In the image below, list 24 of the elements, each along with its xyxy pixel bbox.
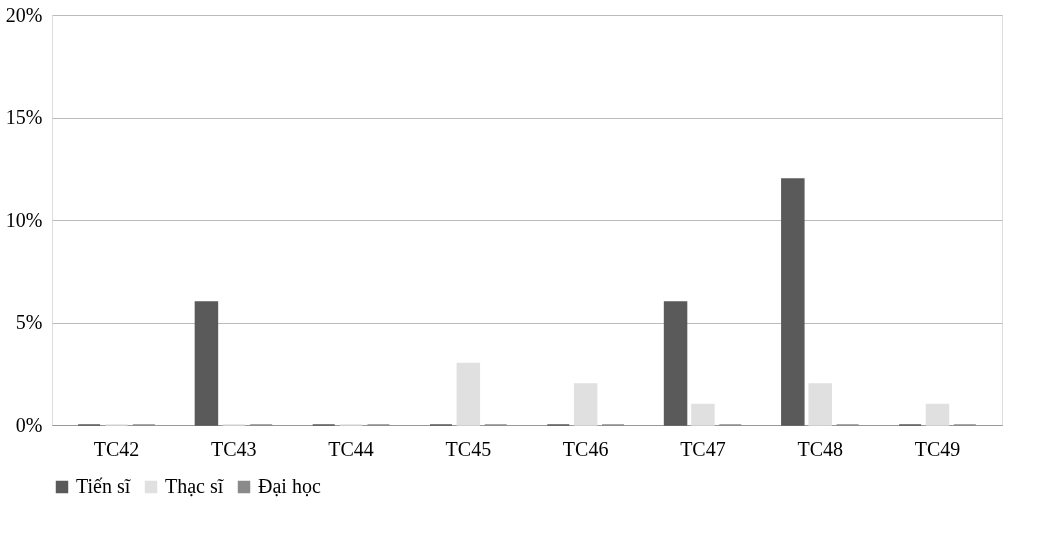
y-tick-label: 5% [15, 311, 43, 333]
x-tick-label: TC49 [914, 437, 961, 460]
x-tick-label: TC47 [680, 437, 726, 460]
x-tick-label: TC43 [211, 437, 257, 460]
x-tick-label: TC48 [797, 437, 843, 460]
bar [808, 383, 832, 426]
bar [925, 403, 950, 426]
bar [691, 403, 715, 426]
legend-label: Tiến sĩ [76, 475, 131, 497]
bar [573, 383, 598, 426]
y-tick-label: 20% [5, 3, 43, 26]
x-tick-label: TC42 [93, 437, 140, 460]
bar [663, 301, 688, 426]
y-tick-label: 0% [15, 413, 43, 436]
x-tick-label: TC45 [445, 437, 492, 460]
x-tick-label: TC44 [328, 437, 374, 460]
bar [194, 301, 219, 426]
legend-label: Thạc sĩ [165, 475, 224, 497]
y-tick-label: 10% [5, 208, 43, 231]
bar [456, 362, 481, 426]
legend-label: Đại học [258, 475, 321, 497]
y-tick-label: 15% [5, 106, 43, 128]
x-tick-label: TC46 [562, 437, 609, 460]
bar [781, 178, 805, 426]
